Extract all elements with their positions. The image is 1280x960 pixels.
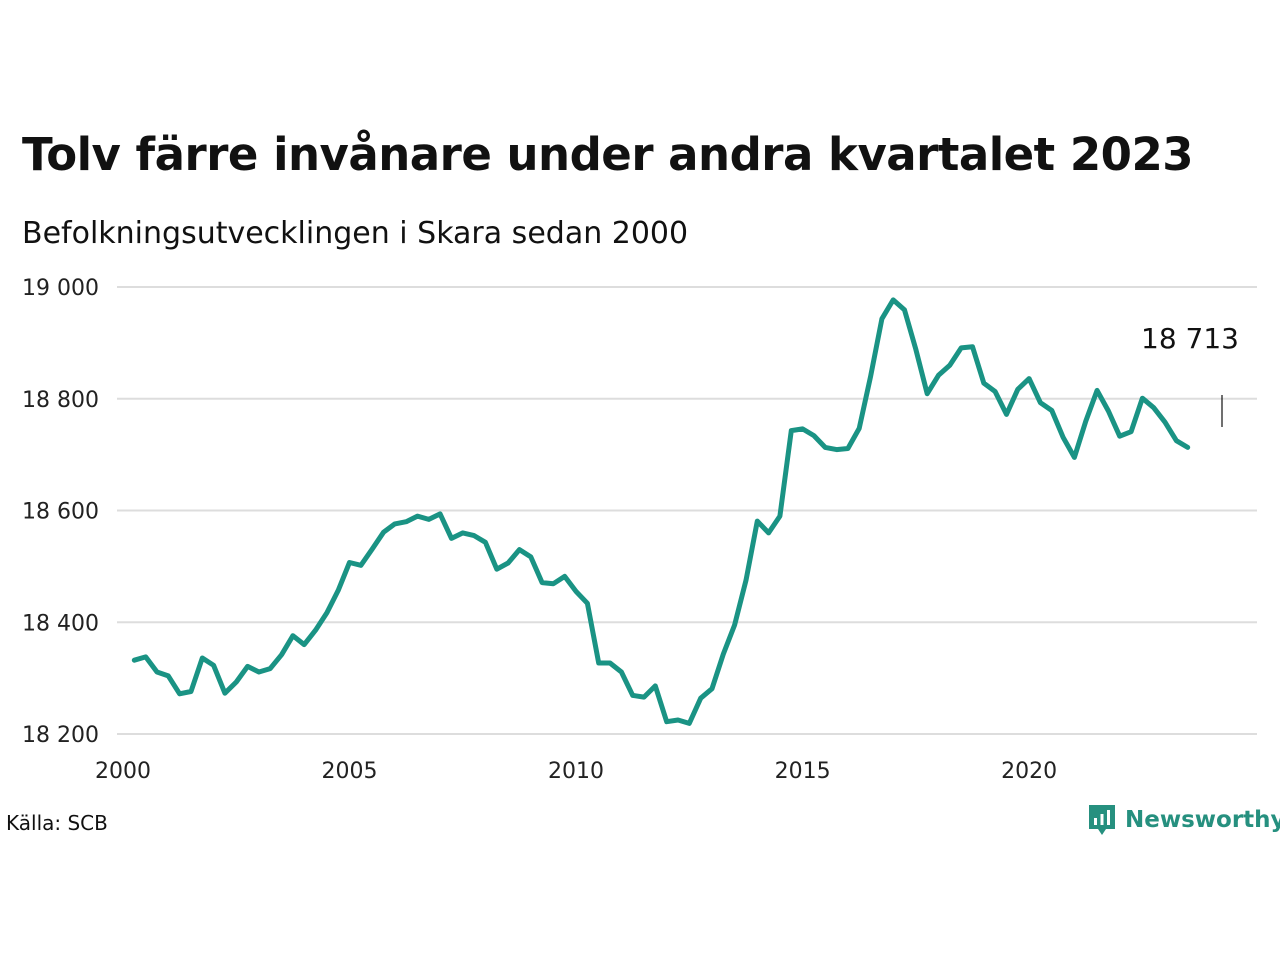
source-note: Källa: SCB bbox=[6, 811, 108, 835]
y-tick-label: 18 600 bbox=[22, 500, 99, 525]
brand-name: Newsworthy bbox=[1125, 807, 1280, 833]
x-tick-label: 2015 bbox=[775, 759, 831, 784]
annotation-layer: 18 713 bbox=[1141, 322, 1239, 427]
gridlines bbox=[117, 286, 1257, 735]
y-tick-label: 18 200 bbox=[22, 723, 99, 748]
series-line bbox=[131, 297, 1191, 726]
newsworthy-logo-icon bbox=[1089, 805, 1115, 835]
x-tick-label: 2000 bbox=[95, 759, 151, 784]
y-tick-label: 18 800 bbox=[22, 388, 99, 413]
x-axis-tick-labels: 2000 2005 2010 2015 2020 bbox=[95, 759, 1057, 784]
y-tick-label: 18 400 bbox=[22, 611, 99, 636]
annotation-label: 18 713 bbox=[1141, 322, 1239, 355]
y-tick-label: 19 000 bbox=[22, 276, 99, 301]
brand-logo: Newsworthy bbox=[1087, 803, 1280, 837]
series-layer bbox=[131, 297, 1191, 726]
x-tick-label: 2020 bbox=[1001, 759, 1057, 784]
y-axis-tick-labels: 18 200 18 400 18 600 18 800 19 000 bbox=[22, 276, 99, 748]
chart-title: Tolv färre invånare under andra kvartale… bbox=[22, 128, 1194, 181]
x-tick-label: 2010 bbox=[548, 759, 604, 784]
x-tick-label: 2005 bbox=[322, 759, 378, 784]
chart-subtitle: Befolkningsutvecklingen i Skara sedan 20… bbox=[22, 216, 689, 251]
